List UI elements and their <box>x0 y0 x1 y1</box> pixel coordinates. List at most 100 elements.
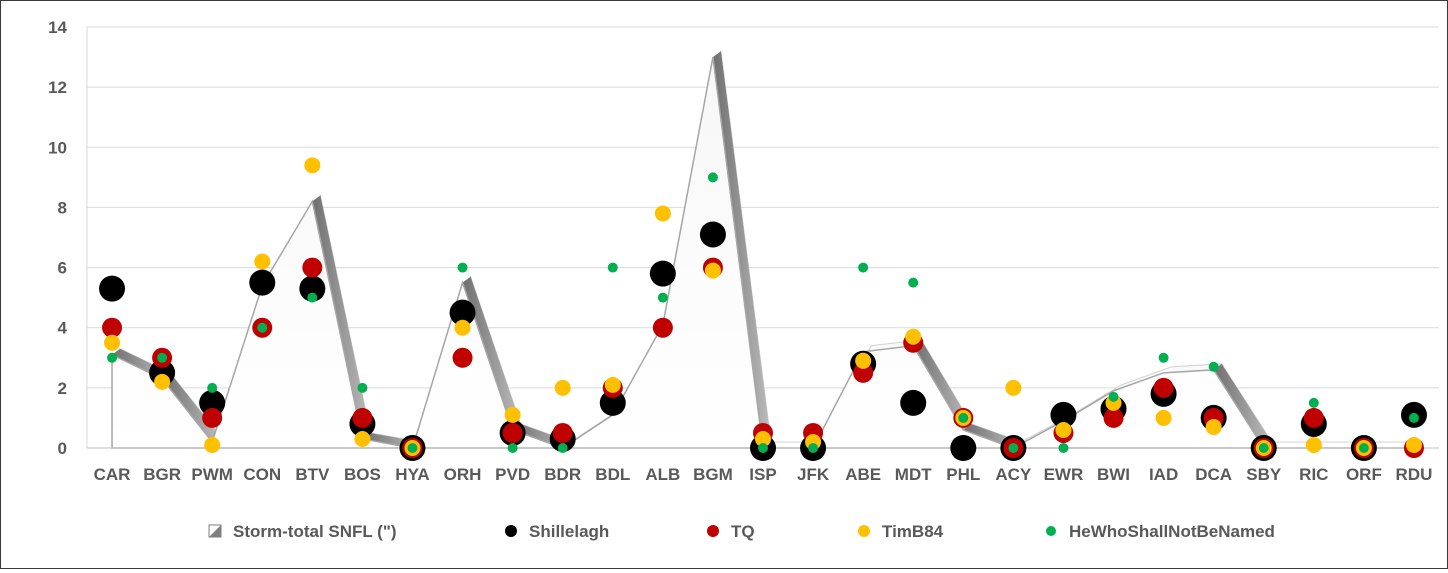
point-shillelagh-car <box>99 275 126 302</box>
point-timb84-bos <box>354 430 371 447</box>
point-tq-iad <box>1153 377 1174 398</box>
x-tick-label: CAR <box>94 465 131 484</box>
point-tq-pwm <box>202 407 223 428</box>
forecast-markers <box>99 157 1427 461</box>
y-tick-label: 12 <box>48 78 67 97</box>
x-tick-label: CON <box>243 465 281 484</box>
point-timb84-bdr <box>554 379 571 396</box>
x-tick-label: IAD <box>1149 465 1178 484</box>
point-timb84-orh <box>454 319 471 336</box>
x-tick-label: RDU <box>1396 465 1433 484</box>
x-tick-label: BGR <box>143 465 181 484</box>
legend-label: Shillelagh <box>529 522 609 541</box>
x-tick-label: BDL <box>595 465 630 484</box>
snowfall-area-shade-BTV <box>312 195 371 439</box>
legend-swatch <box>858 525 870 537</box>
point-timb84-isp <box>755 430 771 447</box>
x-tick-label: BGM <box>693 465 733 484</box>
point-hewhoshallnotbenamed-pwm <box>207 382 218 393</box>
point-timb84-alb <box>654 205 671 222</box>
point-timb84-acy <box>1005 379 1022 396</box>
legend-label: Storm-total SNFL (") <box>233 522 397 541</box>
snowfall-area-shade-MDT <box>913 339 972 430</box>
legend-item-shillelagh: Shillelagh <box>505 522 609 541</box>
point-hewhoshallnotbenamed-phl <box>958 412 969 423</box>
point-hewhoshallnotbenamed-btv <box>307 292 318 303</box>
point-tq-abe <box>853 362 874 383</box>
point-shillelagh-phl <box>950 435 977 461</box>
point-hewhoshallnotbenamed-con <box>257 322 268 333</box>
legend-swatch <box>707 525 719 537</box>
series-hewhoshallnotbenamed <box>107 172 1419 453</box>
x-tick-label: BWI <box>1097 465 1130 484</box>
point-hewhoshallnotbenamed-ric <box>1308 397 1319 408</box>
point-hewhoshallnotbenamed-rdu <box>1408 412 1419 423</box>
legend-label: HeWhoShallNotBeNamed <box>1069 522 1275 541</box>
point-hewhoshallnotbenamed-car <box>107 352 118 363</box>
series-timb84 <box>104 157 1422 456</box>
snowfall-area <box>87 50 1439 449</box>
legend-item-hewhoshallnotbenamed: HeWhoShallNotBeNamed <box>1046 522 1275 541</box>
point-hewhoshallnotbenamed-acy <box>1008 443 1019 453</box>
x-tick-label: EWR <box>1044 465 1084 484</box>
point-timb84-rdu <box>1405 436 1422 453</box>
snowfall-area-shade-BGM <box>712 51 771 448</box>
x-tick-label: ISP <box>749 465 776 484</box>
y-tick-label: 10 <box>48 138 67 157</box>
point-tq-bos <box>352 407 373 428</box>
x-tick-label: PWM <box>191 465 233 484</box>
point-timb84-ewr <box>1055 421 1072 438</box>
point-tq-car <box>102 317 123 338</box>
point-timb84-bgm <box>704 262 721 279</box>
point-timb84-abe <box>855 352 872 369</box>
x-tick-label: ABE <box>845 465 881 484</box>
legend: Storm-total SNFL (") Shillelagh TQ TimB84 He… <box>208 522 1275 541</box>
x-tick-label: ORH <box>444 465 482 484</box>
point-hewhoshallnotbenamed-bos <box>357 382 368 393</box>
legend-item-timb84: TimB84 <box>858 522 944 541</box>
point-hewhoshallnotbenamed-bwi <box>1108 391 1119 402</box>
point-timb84-pvd <box>504 406 521 423</box>
point-hewhoshallnotbenamed-pvd <box>507 443 518 453</box>
x-tick-label: BTV <box>295 465 330 484</box>
point-tq-bdr <box>552 422 573 443</box>
x-tick-label: ACY <box>995 465 1032 484</box>
x-tick-label: ORF <box>1346 465 1382 484</box>
point-timb84-mdt <box>905 328 922 345</box>
legend-swatch <box>1046 526 1056 536</box>
point-shillelagh-bgm <box>699 221 726 248</box>
point-hewhoshallnotbenamed-iad <box>1158 352 1169 363</box>
point-hewhoshallnotbenamed-ewr <box>1058 443 1069 453</box>
point-timb84-iad <box>1155 409 1172 426</box>
legend-item-tq: TQ <box>707 522 755 541</box>
point-tq-pvd <box>502 422 523 443</box>
point-hewhoshallnotbenamed-alb <box>657 292 668 303</box>
x-tick-label: RIC <box>1299 465 1328 484</box>
point-timb84-btv <box>304 157 321 174</box>
point-timb84-car <box>104 334 121 351</box>
x-tick-label: ALB <box>645 465 680 484</box>
x-tick-label: PHL <box>946 465 980 484</box>
point-hewhoshallnotbenamed-jfk <box>808 443 819 453</box>
y-axis: 0 2 4 6 8 10 12 14 <box>48 18 67 458</box>
x-tick-label: DCA <box>1195 465 1232 484</box>
point-hewhoshallnotbenamed-orf <box>1358 443 1369 453</box>
y-tick-label: 8 <box>58 198 67 217</box>
point-shillelagh-pwm <box>199 389 226 416</box>
point-timb84-con <box>254 253 271 270</box>
x-tick-label: SBY <box>1246 465 1282 484</box>
y-tick-label: 0 <box>58 439 67 458</box>
point-shillelagh-btv <box>299 275 326 302</box>
point-timb84-pwm <box>204 436 221 453</box>
legend-item-storm-total-snfl-: Storm-total SNFL (") <box>208 522 397 541</box>
point-hewhoshallnotbenamed-bdl <box>607 262 618 273</box>
y-tick-label: 4 <box>58 319 68 338</box>
y-tick-label: 6 <box>58 259 67 278</box>
x-tick-label: PVD <box>495 465 530 484</box>
point-hewhoshallnotbenamed-isp <box>758 443 768 453</box>
point-tq-bwi <box>1103 407 1124 428</box>
point-timb84-dca <box>1205 418 1222 435</box>
point-tq-orh <box>452 347 473 368</box>
